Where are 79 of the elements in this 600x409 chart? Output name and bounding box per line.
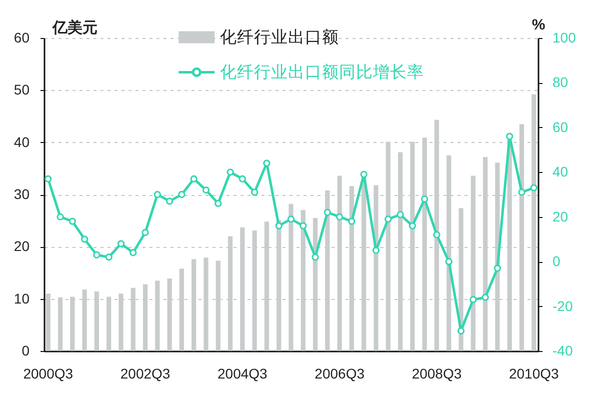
point	[105, 254, 112, 261]
y2-tick-label: 40	[552, 164, 568, 180]
bar	[58, 297, 63, 351]
point	[360, 170, 368, 178]
point	[384, 216, 392, 223]
bar	[470, 176, 476, 351]
y2-tick-label: 100	[552, 30, 576, 46]
bar	[374, 185, 378, 351]
point	[312, 254, 319, 261]
legend-label: 化纤行业出口额同比增长率	[220, 62, 424, 82]
bar	[240, 227, 245, 351]
point	[348, 218, 356, 225]
point	[250, 188, 258, 196]
point	[530, 184, 538, 192]
bar	[422, 138, 427, 351]
bar	[337, 176, 342, 351]
point	[470, 296, 477, 304]
x-tick-label: 2000Q3	[23, 366, 74, 382]
y-tick-label: 0	[22, 342, 30, 358]
point	[80, 236, 88, 243]
y-axis-title: 亿美元	[52, 18, 98, 36]
point	[275, 222, 282, 230]
x-tick-label: 2006Q3	[314, 366, 365, 382]
point	[117, 240, 125, 248]
point	[178, 190, 186, 198]
bar	[288, 204, 294, 351]
point	[166, 198, 174, 205]
y2-tick-label: -20	[552, 298, 573, 314]
point	[482, 294, 489, 301]
point	[324, 208, 332, 216]
point	[154, 190, 161, 198]
point	[93, 251, 100, 258]
point	[226, 168, 234, 176]
point	[433, 231, 440, 238]
point	[494, 264, 502, 272]
bar	[106, 296, 112, 351]
y2-axis-title: %	[532, 16, 546, 34]
point	[457, 327, 465, 334]
y2-tick-label: 80	[552, 74, 568, 90]
point	[408, 222, 416, 230]
x-tick-label: 2004Q3	[218, 366, 268, 382]
point	[287, 216, 295, 223]
point	[421, 195, 428, 203]
point	[396, 211, 404, 218]
point	[336, 213, 344, 220]
point	[518, 188, 526, 196]
x-tick-label: 2008Q3	[412, 366, 462, 382]
point	[372, 246, 380, 254]
y-tick-label: 30	[14, 186, 30, 202]
point	[142, 228, 149, 236]
bar	[519, 124, 524, 351]
point	[263, 160, 270, 167]
y-tick-label: 40	[14, 134, 30, 150]
x-tick-label: 2010Q3	[508, 366, 559, 382]
bar	[204, 258, 208, 351]
point	[300, 222, 307, 230]
y-tick-label: 60	[14, 30, 30, 46]
point	[56, 213, 64, 220]
point	[238, 175, 246, 182]
y-tick-label: 10	[14, 290, 30, 306]
legend-label: 化纤行业出口额	[220, 27, 339, 46]
point	[44, 175, 52, 182]
point	[202, 186, 210, 194]
x-tick-label: 2002Q3	[120, 366, 170, 382]
y-tick-label: 50	[14, 82, 30, 98]
y2-tick-label: 0	[552, 253, 560, 270]
point	[506, 132, 514, 140]
bar	[155, 280, 160, 351]
y2-tick-label: 20	[552, 208, 568, 224]
point	[445, 258, 452, 266]
bar	[192, 259, 196, 351]
point	[130, 249, 137, 256]
point	[214, 200, 222, 208]
y2-tick-label: 60	[552, 118, 568, 135]
y-tick-label: 20	[14, 238, 30, 254]
point	[190, 175, 198, 182]
bar	[386, 142, 390, 351]
y2-tick-label: -40	[552, 342, 573, 358]
point	[68, 218, 76, 225]
